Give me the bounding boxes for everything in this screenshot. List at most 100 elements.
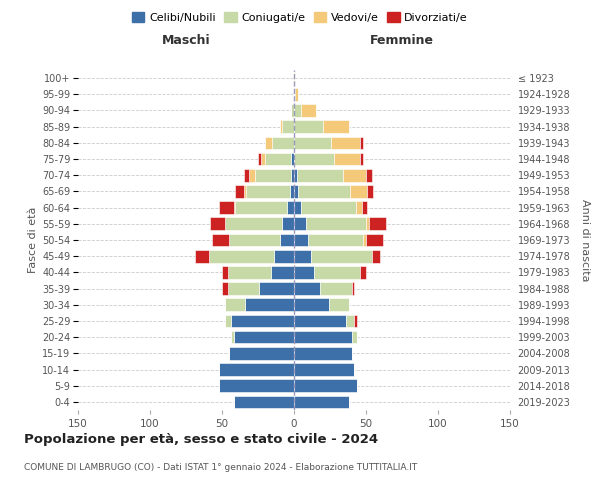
Bar (294, 347, 352, 360)
Bar (294, 314, 346, 328)
Bar (350, 185, 367, 198)
Bar (294, 234, 308, 246)
Bar (259, 282, 294, 295)
Bar (343, 169, 366, 181)
Bar (294, 266, 314, 278)
Bar (360, 136, 363, 149)
Bar (283, 120, 294, 133)
Bar (290, 185, 294, 198)
Bar (352, 331, 358, 344)
Text: Popolazione per età, sesso e stato civile - 2024: Popolazione per età, sesso e stato civil… (24, 432, 378, 446)
Bar (294, 202, 301, 214)
Bar (258, 152, 261, 166)
Bar (294, 104, 301, 117)
Bar (211, 218, 225, 230)
Bar (301, 104, 316, 117)
Bar (219, 202, 233, 214)
Bar (329, 298, 349, 311)
Bar (294, 88, 295, 101)
Bar (294, 250, 311, 262)
Bar (360, 152, 363, 166)
Bar (283, 218, 294, 230)
Bar (235, 185, 244, 198)
Bar (294, 120, 323, 133)
Bar (294, 152, 334, 166)
Text: Femmine: Femmine (370, 34, 434, 48)
Bar (271, 266, 294, 278)
Bar (323, 120, 349, 133)
Bar (265, 136, 272, 149)
Bar (314, 266, 360, 278)
Bar (294, 298, 329, 311)
Bar (291, 169, 294, 181)
Bar (229, 234, 280, 246)
Bar (194, 250, 209, 262)
Bar (280, 234, 294, 246)
Bar (244, 169, 250, 181)
Bar (291, 104, 294, 117)
Bar (225, 314, 230, 328)
Bar (305, 218, 366, 230)
Bar (352, 282, 355, 295)
Bar (295, 88, 298, 101)
Bar (245, 298, 294, 311)
Bar (294, 282, 320, 295)
Bar (228, 266, 271, 278)
Bar (280, 120, 283, 133)
Legend: Celibi/Nubili, Coniugati/e, Vedovi/e, Divorziati/e: Celibi/Nubili, Coniugati/e, Vedovi/e, Di… (128, 8, 472, 28)
Bar (235, 202, 287, 214)
Bar (346, 314, 355, 328)
Bar (287, 202, 294, 214)
Bar (367, 185, 373, 198)
Bar (366, 234, 383, 246)
Bar (294, 380, 358, 392)
Bar (298, 185, 350, 198)
Bar (356, 202, 362, 214)
Bar (360, 266, 366, 278)
Bar (247, 185, 290, 198)
Bar (291, 152, 294, 166)
Bar (225, 298, 245, 311)
Bar (294, 218, 305, 230)
Bar (272, 136, 294, 149)
Bar (255, 169, 291, 181)
Bar (366, 169, 372, 181)
Bar (225, 218, 283, 230)
Bar (230, 331, 233, 344)
Bar (219, 380, 294, 392)
Bar (209, 250, 274, 262)
Y-axis label: Anni di nascita: Anni di nascita (580, 198, 590, 281)
Bar (294, 396, 349, 408)
Bar (297, 169, 343, 181)
Bar (233, 331, 294, 344)
Text: COMUNE DI LAMBRUGO (CO) - Dati ISTAT 1° gennaio 2024 - Elaborazione TUTTITALIA.I: COMUNE DI LAMBRUGO (CO) - Dati ISTAT 1° … (24, 462, 417, 471)
Bar (250, 169, 255, 181)
Bar (212, 234, 229, 246)
Bar (274, 250, 294, 262)
Bar (261, 152, 265, 166)
Bar (229, 347, 294, 360)
Bar (372, 250, 380, 262)
Bar (331, 136, 360, 149)
Bar (294, 136, 331, 149)
Bar (334, 152, 360, 166)
Bar (233, 202, 235, 214)
Bar (230, 314, 294, 328)
Bar (233, 396, 294, 408)
Bar (311, 250, 372, 262)
Bar (369, 218, 386, 230)
Bar (294, 72, 295, 85)
Bar (355, 314, 358, 328)
Bar (363, 234, 366, 246)
Bar (228, 282, 259, 295)
Bar (222, 282, 228, 295)
Bar (362, 202, 367, 214)
Bar (244, 185, 247, 198)
Bar (265, 152, 291, 166)
Bar (366, 218, 369, 230)
Bar (301, 202, 356, 214)
Bar (294, 363, 355, 376)
Y-axis label: Fasce di età: Fasce di età (28, 207, 38, 273)
Bar (294, 185, 298, 198)
Bar (219, 363, 294, 376)
